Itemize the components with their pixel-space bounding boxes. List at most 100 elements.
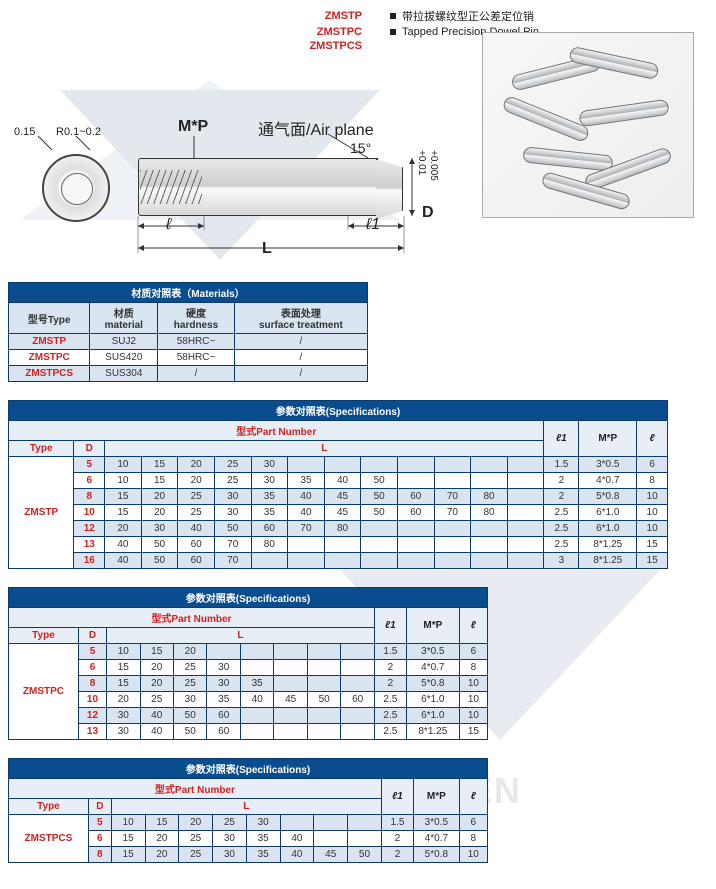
spec-L-val: 35 bbox=[246, 847, 280, 863]
spec-L-val: 80 bbox=[471, 489, 508, 505]
part-number-header: 型式Part Number bbox=[9, 608, 375, 628]
desc-cn: 带拉拔螺纹型正公差定位销 bbox=[402, 8, 534, 24]
spec-L-val bbox=[434, 553, 471, 569]
product-photo bbox=[482, 32, 694, 218]
spec-L-val bbox=[240, 644, 273, 660]
spec-L-val: 15 bbox=[141, 473, 178, 489]
spec-L-val: 40 bbox=[178, 521, 215, 537]
spec-L-val: 40 bbox=[324, 473, 361, 489]
spec-L-val: 25 bbox=[178, 489, 215, 505]
spec-L-val: 30 bbox=[251, 457, 288, 473]
spec-l: 10 bbox=[459, 692, 487, 708]
spec-l: 15 bbox=[637, 537, 668, 553]
spec-L-val: 20 bbox=[141, 489, 178, 505]
spec-L-val bbox=[341, 644, 374, 660]
code-zmstpc: ZMSTPC bbox=[298, 26, 362, 38]
col-D: D bbox=[88, 799, 111, 815]
spec-L-val bbox=[288, 457, 325, 473]
spec-L-val: 60 bbox=[178, 553, 215, 569]
spec-L-val bbox=[274, 724, 307, 740]
col-l1: ℓ1 bbox=[381, 779, 413, 815]
spec-L-val: 15 bbox=[107, 660, 140, 676]
spec-mp: 6*1.0 bbox=[406, 708, 459, 724]
spec-l1: 1.5 bbox=[381, 815, 413, 831]
spec-L-val bbox=[307, 676, 340, 692]
spec-l1: 2 bbox=[374, 676, 406, 692]
col-l1: ℓ1 bbox=[374, 608, 406, 644]
spec-L-val: 35 bbox=[240, 676, 273, 692]
spec-L-val: 40 bbox=[105, 537, 142, 553]
spec-L-val: 60 bbox=[207, 724, 240, 740]
col-l: ℓ bbox=[637, 421, 668, 457]
spec-L-val: 15 bbox=[107, 676, 140, 692]
spec-L-val: 50 bbox=[141, 553, 178, 569]
materials-header: 材质material bbox=[90, 303, 158, 334]
spec-L-val bbox=[397, 473, 434, 489]
spec-L-val: 30 bbox=[214, 489, 251, 505]
spec-L-val: 60 bbox=[341, 692, 374, 708]
spec-L-val: 45 bbox=[314, 847, 348, 863]
spec-L-val: 40 bbox=[105, 553, 142, 569]
col-L: L bbox=[111, 799, 381, 815]
col-l1: ℓ1 bbox=[544, 421, 579, 457]
spec-L-val bbox=[341, 676, 374, 692]
spec-L-val: 35 bbox=[251, 489, 288, 505]
spec-L-val bbox=[324, 553, 361, 569]
spec-L-val: 50 bbox=[361, 505, 398, 521]
spec-L-val: 70 bbox=[434, 505, 471, 521]
spec-L-val bbox=[434, 521, 471, 537]
spec-l1: 2 bbox=[544, 473, 579, 489]
spec-L-val bbox=[471, 553, 508, 569]
spec-L-val: 60 bbox=[178, 537, 215, 553]
spec-L-val: 30 bbox=[107, 708, 140, 724]
spec-L-val: 80 bbox=[324, 521, 361, 537]
spec-L-val: 15 bbox=[141, 457, 178, 473]
spec-mp: 4*0.7 bbox=[406, 660, 459, 676]
spec-L-val bbox=[507, 553, 544, 569]
spec-L-val bbox=[341, 660, 374, 676]
mat-type: ZMSTP bbox=[9, 334, 90, 350]
col-L: L bbox=[107, 628, 375, 644]
spec-L-val bbox=[507, 521, 544, 537]
spec-L-val: 30 bbox=[173, 692, 206, 708]
spec-l1: 2.5 bbox=[544, 505, 579, 521]
spec-L-val: 25 bbox=[179, 847, 213, 863]
spec-mp: 4*0.7 bbox=[579, 473, 637, 489]
spec-L-val bbox=[361, 553, 398, 569]
col-D: D bbox=[74, 441, 105, 457]
spec-D: 8 bbox=[74, 489, 105, 505]
spec-L-val: 15 bbox=[145, 815, 179, 831]
spec-L-val: 30 bbox=[207, 676, 240, 692]
technical-drawing: 0.15 R0.1~0.2 M*P 通气面/Air plane 15° D +0… bbox=[8, 58, 448, 258]
spec-table-ZMSTPC: 参数对照表(Specifications)型式Part Numberℓ1M*Pℓ… bbox=[8, 587, 708, 740]
spec-L-val bbox=[507, 457, 544, 473]
spec-l: 10 bbox=[459, 708, 487, 724]
spec-l: 8 bbox=[459, 660, 487, 676]
spec-L-val bbox=[361, 537, 398, 553]
spec-mp: 6*1.0 bbox=[579, 521, 637, 537]
spec-L-val bbox=[434, 473, 471, 489]
spec-L-val bbox=[251, 553, 288, 569]
spec-L-val bbox=[307, 644, 340, 660]
spec-L-val: 50 bbox=[361, 489, 398, 505]
spec-D: 8 bbox=[78, 676, 106, 692]
spec-L-val: 20 bbox=[140, 676, 173, 692]
spec-D: 12 bbox=[78, 708, 106, 724]
spec-L-val bbox=[307, 724, 340, 740]
spec-L-val bbox=[274, 660, 307, 676]
spec-D: 13 bbox=[78, 724, 106, 740]
spec-L-val bbox=[397, 537, 434, 553]
spec-L-val: 45 bbox=[324, 489, 361, 505]
spec-l1: 2 bbox=[544, 489, 579, 505]
spec-L-val: 15 bbox=[111, 847, 145, 863]
spec-L-val: 50 bbox=[361, 473, 398, 489]
spec-L-val: 35 bbox=[251, 505, 288, 521]
spec-mp: 8*1.25 bbox=[579, 537, 637, 553]
mat-hardness: / bbox=[158, 366, 235, 382]
spec-L-val: 70 bbox=[288, 521, 325, 537]
spec-l: 8 bbox=[637, 473, 668, 489]
spec-L-val: 40 bbox=[288, 489, 325, 505]
spec-D: 10 bbox=[74, 505, 105, 521]
dim-L: L bbox=[262, 240, 272, 258]
col-type: Type bbox=[9, 799, 89, 815]
